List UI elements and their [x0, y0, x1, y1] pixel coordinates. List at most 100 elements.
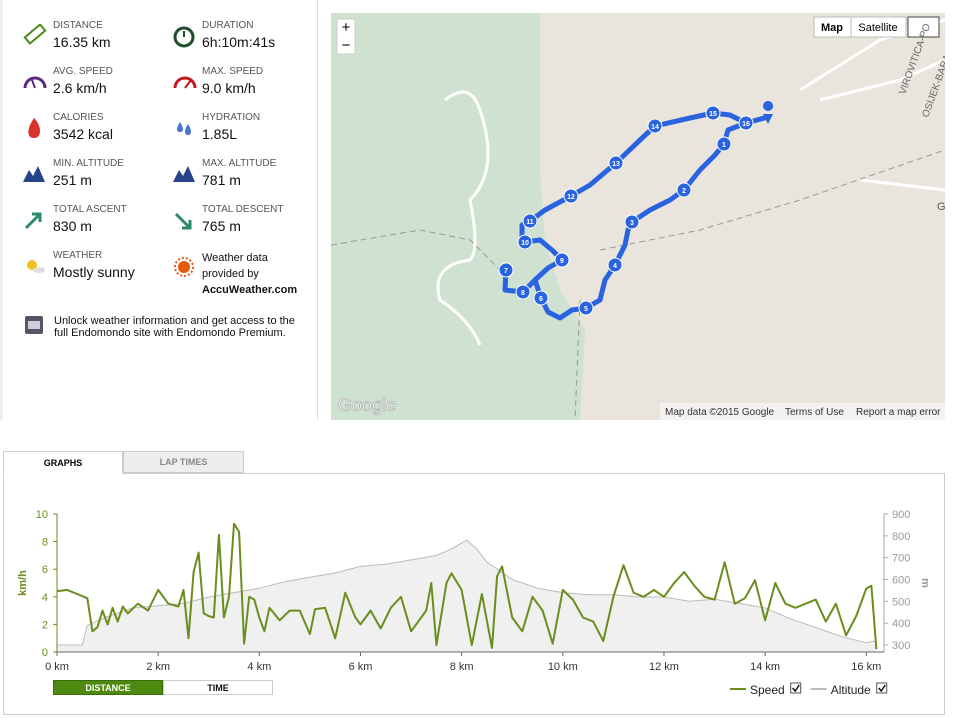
stat-value: 1.85L [202, 126, 238, 142]
route-marker-label: 14 [651, 124, 659, 131]
stat-label: MIN. ALTITUDE [53, 158, 124, 169]
route-marker[interactable] [676, 182, 692, 198]
x-tick-label: 2 km [146, 661, 170, 673]
stat-label: DURATION [202, 20, 254, 31]
route-marker-label: 6 [539, 296, 543, 303]
y2-tick-label: 500 [892, 596, 910, 608]
premium-note: Unlock weather information and get acces… [54, 315, 295, 339]
stat-value: 9.0 km/h [202, 80, 256, 96]
weather-credit: Weather data provided by AccuWeather.com [202, 250, 302, 298]
stat-label: TOTAL ASCENT [53, 204, 127, 215]
map[interactable]: + − Map Satellite VIROVITICA-PO OSIJEK-B… [331, 13, 945, 420]
stat-icon [174, 212, 192, 230]
route-marker[interactable] [563, 188, 579, 204]
map-button[interactable]: Map [821, 22, 843, 34]
stat-label: DISTANCE [53, 20, 103, 31]
route-marker[interactable] [716, 136, 732, 152]
y2-tick-label: 300 [892, 640, 910, 652]
x-tick-label: 12 km [649, 661, 679, 673]
satellite-button[interactable]: Satellite [858, 22, 897, 34]
y-tick-label: 2 [42, 619, 48, 631]
x-tick-label: 14 km [750, 661, 780, 673]
route-pin [763, 101, 774, 124]
stat-icon [173, 166, 195, 182]
x-tick-label: 6 km [349, 661, 373, 673]
weather-credit-text: Weather data provided by [202, 252, 268, 280]
attribution-bar [660, 403, 945, 420]
route-marker-label: 1 [722, 142, 726, 149]
stat-icon [27, 260, 45, 273]
route-marker[interactable] [738, 115, 754, 131]
tab-lap-times[interactable]: LAP TIMES [123, 451, 244, 473]
stat-value: Mostly sunny [53, 264, 135, 280]
route-marker[interactable] [554, 252, 570, 268]
route-marker[interactable] [607, 257, 623, 273]
stat-icon [177, 122, 191, 135]
route-marker-label: 8 [521, 290, 525, 297]
stat-label: AVG. SPEED [53, 66, 113, 77]
route-marker[interactable] [578, 300, 594, 316]
stat-value: 2.6 km/h [53, 80, 107, 96]
x-tick-label: 16 km [851, 661, 881, 673]
route-marker[interactable] [647, 118, 663, 134]
route-marker-label: 11 [526, 219, 534, 226]
zoom-control [336, 18, 356, 55]
y-tick-label: 0 [42, 647, 48, 659]
route-marker[interactable] [522, 213, 538, 229]
forest [331, 13, 585, 420]
route-marker-label: 3 [630, 220, 634, 227]
terms-link[interactable]: Terms of Use [785, 407, 844, 418]
route-marker[interactable] [624, 214, 640, 230]
stat-value: 765 m [202, 218, 241, 234]
zoom-in[interactable]: + [342, 19, 351, 36]
y-tick-label: 4 [42, 592, 48, 604]
fullscreen-button[interactable] [907, 16, 940, 38]
stat-label: HYDRATION [202, 112, 261, 123]
toggle-time[interactable]: TIME [163, 680, 273, 695]
stat-icon [24, 212, 42, 230]
legend-label: Speed [750, 683, 785, 697]
stat-value: 830 m [53, 218, 92, 234]
y2-tick-label: 400 [892, 618, 910, 630]
route-marker[interactable] [498, 262, 514, 278]
tab-graphs[interactable]: GRAPHS [3, 451, 123, 474]
graph: 0 2 4 6 8 10 300 400 500 600 700 800 900 0 km 2 km 4 km… [17, 509, 931, 697]
route-marker-label: 7 [504, 268, 508, 275]
toggle-distance[interactable]: DISTANCE [53, 680, 163, 695]
route-marker[interactable] [515, 284, 531, 300]
stat-value: 6h:10m:41s [202, 34, 276, 50]
legend-checkbox[interactable] [790, 682, 802, 694]
route-marker-label: 16 [742, 121, 750, 128]
stat-value: 3542 kcal [53, 126, 113, 142]
route-marker[interactable] [608, 155, 624, 171]
stat-label: TOTAL DESCENT [202, 204, 284, 215]
stat-value: 781 m [202, 172, 241, 188]
road-label: G [937, 201, 945, 213]
route-marker[interactable] [517, 234, 533, 250]
stat-value: 16.35 km [53, 34, 111, 50]
stat-value: 251 m [53, 172, 92, 188]
y-tick-label: 6 [42, 564, 48, 576]
satellite-button-bg [850, 16, 907, 38]
google-logo: Google [338, 395, 396, 415]
route-marker-label: 13 [612, 161, 620, 168]
route-marker-label: 15 [709, 111, 717, 118]
legend-checkbox[interactable] [876, 682, 888, 694]
stat-icon [23, 166, 45, 182]
route-marker-label: 10 [521, 240, 529, 247]
weather-source[interactable]: AccuWeather.com [202, 284, 298, 296]
route-marker[interactable] [533, 290, 549, 306]
zoom-out[interactable]: − [342, 37, 351, 54]
route-marker-label: 12 [567, 194, 575, 201]
report-link[interactable]: Report a map error [856, 407, 941, 418]
stat-label: CALORIES [53, 112, 104, 123]
stat-icon [173, 76, 197, 89]
route-marker[interactable] [705, 105, 721, 121]
x-tick-label: 8 km [450, 661, 474, 673]
altitude-area [57, 540, 877, 652]
stat-icon [173, 26, 195, 48]
route-marker-label: 4 [613, 263, 617, 270]
x-tick-label: 0 km [45, 661, 69, 673]
x-tick-label: 10 km [548, 661, 578, 673]
